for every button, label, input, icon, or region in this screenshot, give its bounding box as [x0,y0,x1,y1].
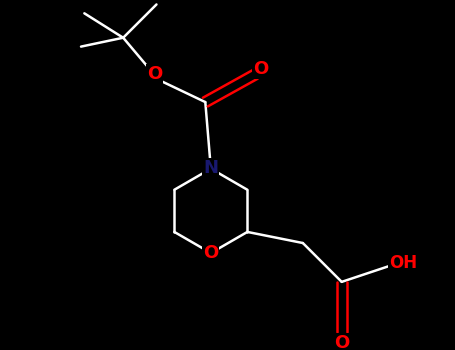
Text: OH: OH [389,254,417,272]
Text: O: O [334,334,349,350]
Text: O: O [253,60,268,78]
Text: N: N [203,159,218,176]
Text: O: O [147,65,162,83]
Text: O: O [203,244,218,262]
